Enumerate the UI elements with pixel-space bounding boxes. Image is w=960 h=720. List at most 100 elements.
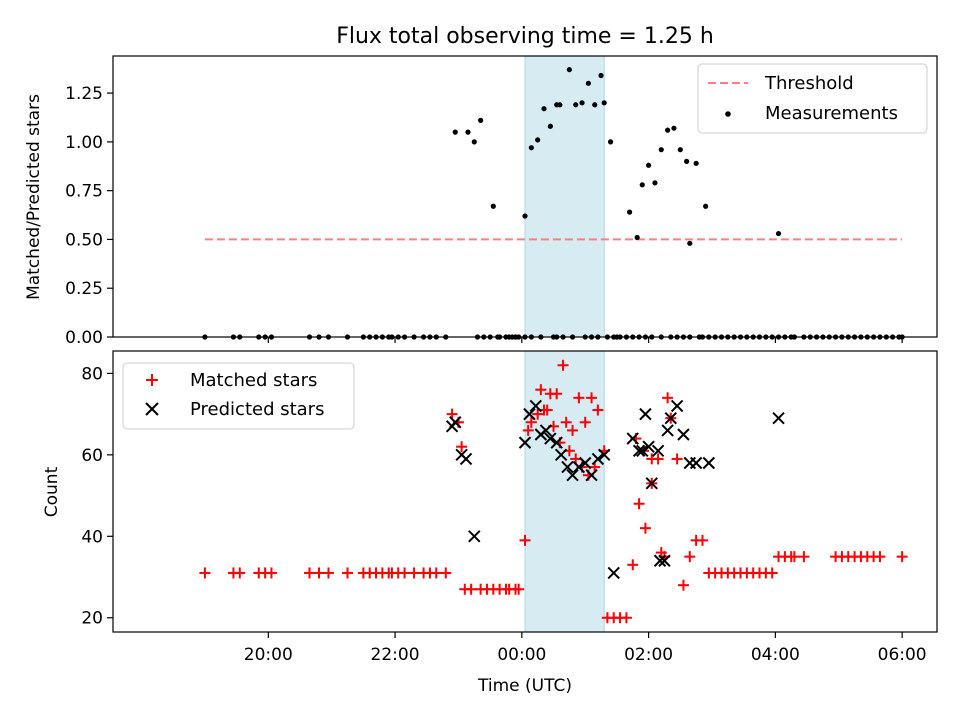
bottom-x-ticks: 20:00 22:00 00:00 02:00 04:00 06:00	[244, 632, 927, 665]
top-y-tick-label: 0.00	[65, 328, 103, 348]
predicted-point	[518, 436, 532, 449]
predicted-point	[677, 428, 690, 441]
legend-measurements-label: Measurements	[765, 103, 898, 124]
matched-point	[684, 551, 696, 563]
legend-matched-label: Matched stars	[190, 370, 317, 391]
measurement-point	[703, 203, 709, 209]
measurement-point	[671, 125, 677, 131]
matched-point	[557, 359, 569, 371]
matched-point	[440, 567, 452, 579]
measurement-point	[646, 162, 652, 168]
matched-point	[342, 567, 354, 579]
predicted-point	[653, 554, 667, 567]
matched-point	[535, 384, 547, 396]
predicted-point	[772, 411, 785, 425]
matched-point	[766, 567, 778, 579]
measurement-point	[607, 139, 614, 145]
top-y-ticks: 0.00 0.25 0.50 0.75 1.00 1.25	[65, 84, 113, 348]
measurement-point	[687, 240, 693, 246]
predicted-point	[459, 452, 473, 466]
matched-point	[234, 567, 246, 579]
matched-point	[567, 424, 579, 436]
measurement-point	[579, 100, 585, 106]
predicted-point	[544, 432, 557, 445]
measurement-point	[541, 106, 547, 112]
predicted-point	[585, 469, 598, 482]
top-axes-frame	[112, 55, 938, 338]
x-tick-label: 04:00	[751, 645, 800, 665]
matched-point	[522, 424, 534, 436]
measurement-point	[677, 147, 683, 153]
predicted-point	[572, 460, 586, 474]
measurement-point	[573, 102, 579, 108]
x-tick-label: 22:00	[371, 645, 420, 665]
matched-point	[592, 404, 604, 416]
measurement-point	[465, 129, 471, 135]
bottom-y-tick-label: 20	[81, 609, 103, 629]
predicted-point	[670, 399, 684, 413]
top-y-tick-label: 0.25	[65, 279, 103, 299]
matched-point	[620, 612, 632, 624]
measurement-point	[634, 234, 640, 241]
predicted-point	[539, 424, 553, 437]
top-shaded-span	[524, 55, 605, 338]
top-x-tick-marks	[267, 337, 903, 343]
measurement-point	[684, 158, 690, 164]
top-legend: Threshold Measurements	[697, 63, 928, 134]
matched-point	[525, 416, 537, 428]
predicted-point	[702, 456, 716, 470]
matched-point	[798, 551, 810, 563]
predicted-point	[591, 452, 605, 466]
bottom-y-tick-label: 40	[81, 527, 103, 547]
matched-point	[586, 392, 598, 404]
legend-measurements-swatch	[725, 111, 731, 117]
measurement-point	[566, 67, 572, 73]
matched-point	[313, 567, 325, 579]
matched-point	[430, 567, 442, 579]
legend-predicted-swatch	[145, 402, 159, 416]
predicted-point	[639, 407, 652, 421]
matched-point	[639, 522, 651, 534]
predicted-point	[607, 566, 620, 580]
matched-point	[627, 559, 639, 571]
matched-point	[896, 551, 908, 563]
matched-point	[788, 551, 800, 563]
matched-point	[303, 567, 315, 579]
predicted-point	[529, 399, 542, 413]
matched-point	[579, 416, 591, 428]
top-legend-box	[697, 63, 928, 134]
matched-point	[573, 392, 585, 404]
measurement-point	[585, 80, 591, 86]
bottom-y-tick-label: 60	[81, 446, 103, 466]
figure-title: Flux total observing time = 1.25 h	[336, 24, 714, 49]
predicted-point	[598, 448, 611, 462]
measurement-point	[478, 117, 484, 123]
bottom-y-tick-label: 80	[81, 364, 103, 384]
bottom-y-axis-label: Count	[42, 466, 62, 517]
measurement-point	[775, 230, 782, 237]
measurement-point	[547, 123, 553, 129]
measurement-point	[665, 127, 671, 133]
measurement-point	[639, 182, 645, 188]
predicted-point	[651, 444, 665, 457]
predicted-point	[661, 424, 674, 437]
x-tick-label: 00:00	[497, 645, 546, 665]
legend-threshold-label: Threshold	[764, 73, 854, 94]
measurement-point	[452, 129, 458, 135]
predicted-point	[658, 554, 671, 567]
top-y-tick-label: 0.50	[65, 230, 103, 250]
matched-point	[519, 534, 531, 546]
top-y-tick-label: 1.25	[65, 84, 103, 104]
legend-matched-swatch	[146, 374, 158, 386]
measurement-point	[557, 102, 563, 108]
predicted-point	[645, 477, 658, 490]
measurement-point	[535, 137, 541, 143]
measurement-point	[652, 180, 658, 186]
matched-point	[513, 583, 525, 595]
top-y-tick-label: 1.00	[65, 133, 103, 153]
bottom-y-ticks: 20 40 60 80	[81, 364, 113, 629]
matched-point	[677, 579, 689, 591]
predicted-point	[642, 440, 655, 453]
predicted-point	[449, 416, 462, 429]
